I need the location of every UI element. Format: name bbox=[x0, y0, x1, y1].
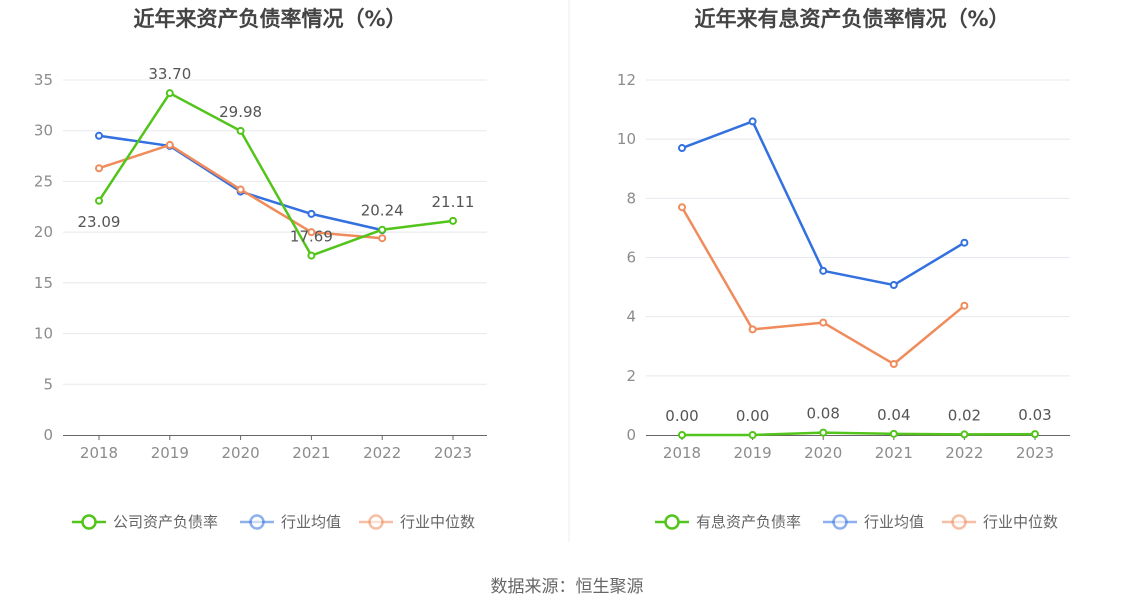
legend-label: 行业中位数 bbox=[400, 513, 475, 531]
series-line-average bbox=[681, 120, 966, 287]
chart-title: 近年来资产负债率情况（%） bbox=[133, 7, 406, 31]
legend-label: 行业中位数 bbox=[983, 513, 1058, 531]
legend-marker-circle bbox=[368, 514, 384, 530]
data-label: 21.11 bbox=[432, 193, 475, 211]
x-tick-label: 2019 bbox=[151, 444, 189, 462]
legend-marker-circle bbox=[81, 514, 97, 530]
data-label: 29.98 bbox=[219, 103, 262, 121]
legend-marker-circle bbox=[951, 514, 967, 530]
data-label: 0.08 bbox=[806, 405, 839, 423]
y-tick-label: 2 bbox=[626, 367, 636, 385]
y-tick-label: 12 bbox=[617, 71, 636, 89]
data-point-company bbox=[1031, 430, 1039, 439]
interest-bearing-debt-ratio-chart: 近年来有息资产负债率情况（%） 0 2 4 6 8 10 12 2018 2019 2020 2021… bbox=[617, 7, 1070, 531]
y-tick-label: 30 bbox=[34, 122, 53, 140]
legend-label: 行业均值 bbox=[281, 513, 341, 531]
x-tick-label: 2021 bbox=[292, 444, 330, 462]
data-label: 0.04 bbox=[877, 406, 910, 424]
data-point-company bbox=[95, 196, 103, 205]
chart-title: 近年来有息资产负债率情况（%） bbox=[694, 7, 1009, 31]
x-tick-label: 2018 bbox=[80, 444, 118, 462]
data-point-median bbox=[307, 228, 316, 237]
data-point-median bbox=[960, 301, 969, 310]
x-tick-label: 2020 bbox=[222, 444, 260, 462]
debt-ratio-chart: 近年来资产负债率情况（%） 0 5 10 15 20 25 30 35 2018 2019 2020 2… bbox=[34, 7, 487, 531]
y-tick-label: 10 bbox=[617, 130, 636, 148]
data-label: 33.70 bbox=[148, 65, 191, 83]
data-label: 20.24 bbox=[361, 202, 404, 220]
legend-marker-circle bbox=[249, 514, 265, 530]
data-point-company bbox=[449, 216, 457, 225]
x-tick-label: 2019 bbox=[734, 444, 772, 462]
data-point-average bbox=[960, 238, 969, 247]
y-tick-label: 5 bbox=[43, 375, 53, 393]
series-line-company bbox=[682, 431, 1036, 437]
y-tick-label: 20 bbox=[34, 223, 53, 241]
data-label: 17.69 bbox=[290, 228, 333, 246]
x-tick-label: 2022 bbox=[363, 444, 401, 462]
data-point-company bbox=[678, 431, 686, 439]
series-line-company bbox=[97, 91, 454, 257]
data-point-median bbox=[95, 164, 103, 173]
y-tick-label: 0 bbox=[626, 426, 636, 444]
data-point-company bbox=[960, 430, 969, 439]
y-tick-label: 25 bbox=[34, 172, 53, 190]
data-point-company bbox=[748, 431, 757, 439]
legend-marker-circle bbox=[664, 514, 680, 530]
y-tick-label: 35 bbox=[34, 71, 53, 89]
series-line-average bbox=[98, 134, 383, 232]
data-point-median bbox=[678, 203, 686, 212]
data-label: 23.09 bbox=[78, 213, 121, 231]
data-point-average bbox=[889, 281, 898, 290]
x-tick-label: 2023 bbox=[1016, 444, 1054, 462]
data-label: 0.02 bbox=[948, 406, 981, 424]
data-point-company bbox=[378, 225, 387, 234]
data-point-average bbox=[819, 266, 828, 275]
x-tick-label: 2023 bbox=[434, 444, 472, 462]
data-point-median bbox=[819, 318, 828, 327]
series-line-median bbox=[680, 206, 966, 366]
y-tick-label: 0 bbox=[43, 426, 53, 444]
data-point-company bbox=[165, 89, 174, 98]
legend-label: 公司资产负债率 bbox=[113, 513, 218, 531]
y-tick-label: 8 bbox=[626, 189, 636, 207]
legend-label: 行业均值 bbox=[864, 513, 924, 531]
data-point-company bbox=[889, 429, 898, 438]
legend-label: 有息资产负债率 bbox=[696, 513, 801, 531]
y-tick-label: 4 bbox=[626, 308, 636, 326]
data-label: 0.00 bbox=[736, 407, 769, 425]
x-tick-label: 2021 bbox=[875, 444, 913, 462]
x-tick-label: 2018 bbox=[663, 444, 701, 462]
data-point-median bbox=[889, 360, 898, 368]
data-point-company bbox=[819, 428, 828, 437]
data-point-average bbox=[307, 209, 316, 218]
data-label: 0.03 bbox=[1018, 406, 1051, 424]
data-point-company bbox=[236, 126, 245, 135]
data-point-median bbox=[748, 325, 757, 334]
data-point-median bbox=[165, 140, 174, 149]
x-tick-label: 2020 bbox=[804, 444, 842, 462]
y-tick-label: 15 bbox=[34, 274, 53, 292]
data-source-label: 数据来源：恒生聚源 bbox=[491, 577, 644, 597]
data-point-company bbox=[307, 251, 316, 260]
data-point-median bbox=[236, 185, 245, 194]
data-point-average bbox=[748, 117, 757, 126]
data-point-average bbox=[95, 131, 103, 140]
legend-marker-circle bbox=[832, 514, 848, 530]
data-point-median bbox=[378, 234, 387, 243]
y-tick-label: 6 bbox=[626, 249, 636, 267]
data-point-average bbox=[678, 144, 686, 153]
y-tick-label: 10 bbox=[34, 325, 53, 343]
data-label: 0.00 bbox=[665, 407, 698, 425]
x-tick-label: 2022 bbox=[945, 444, 983, 462]
